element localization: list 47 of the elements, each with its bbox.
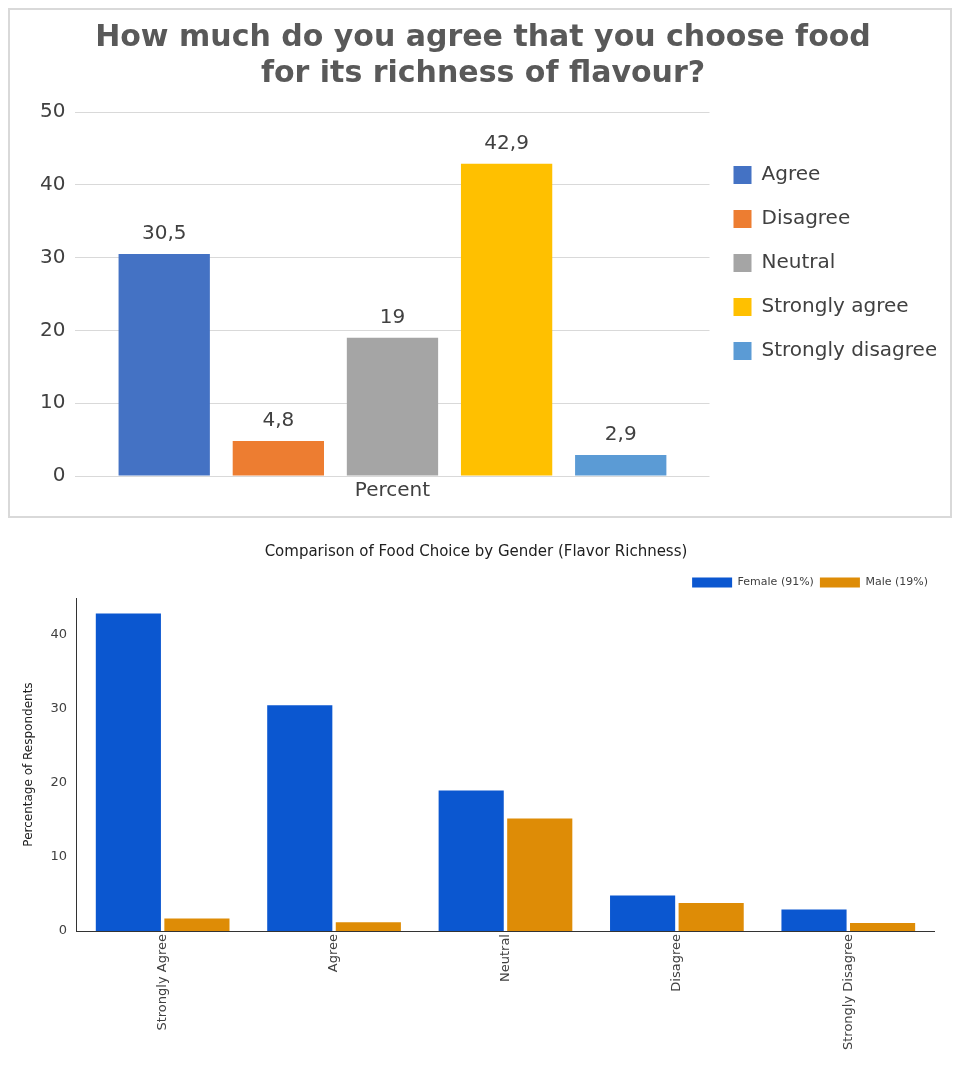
bar — [232, 441, 324, 476]
y-tick-label: 0 — [58, 922, 67, 938]
legend-label: Strongly disagree — [761, 337, 938, 362]
legend-label: Agree — [761, 161, 821, 186]
data-label: 19 — [379, 303, 406, 328]
bar — [781, 909, 847, 932]
chart-title: Comparison of Food Choice by Gender (Flavor Richness) — [264, 541, 688, 560]
data-label: 4,8 — [262, 407, 295, 432]
x-tick-label: Disagree — [668, 934, 684, 992]
bar — [610, 895, 676, 932]
bar — [95, 613, 161, 932]
y-tick-label: 20 — [50, 774, 67, 790]
bar — [678, 902, 744, 932]
bar — [335, 922, 401, 932]
x-tick-label: Percent — [354, 477, 431, 502]
bar — [267, 705, 333, 932]
bar — [118, 253, 210, 476]
legend-label: Female (91%) — [737, 575, 814, 589]
legend-label: Strongly agree — [761, 293, 909, 318]
bar — [850, 922, 916, 932]
bar — [507, 818, 573, 932]
legend-label: Neutral — [761, 249, 836, 274]
bar — [164, 918, 230, 932]
y-tick-label: 30 — [40, 243, 66, 268]
data-label: 30,5 — [141, 220, 187, 245]
chart-title: How much do you agree that you choose food for its richness of flavour? — [95, 17, 871, 89]
y-tick-label: 10 — [50, 848, 67, 864]
x-tick-label: Neutral — [496, 934, 512, 983]
x-tick-label: Agree — [325, 934, 341, 973]
y-tick-label: 40 — [40, 171, 66, 195]
data-label: 2,9 — [604, 421, 637, 446]
y-tick-label: 0 — [52, 462, 66, 487]
bar — [575, 454, 667, 476]
bar — [438, 790, 504, 932]
y-axis-title: Percentage of Respondents — [21, 682, 36, 847]
y-tick-label: 40 — [50, 626, 67, 642]
y-tick-label: 10 — [40, 389, 66, 414]
x-tick-label: Strongly Disagree — [839, 934, 855, 1051]
legend-label: Disagree — [761, 205, 851, 230]
bar — [460, 163, 553, 476]
y-tick-label: 20 — [40, 316, 66, 341]
x-tick-label: Strongly Agree — [154, 934, 170, 1031]
y-tick-label: 50 — [40, 98, 66, 123]
legend-label: Male (19%) — [865, 575, 929, 589]
y-tick-label: 30 — [50, 700, 67, 716]
data-label: 42,9 — [484, 129, 529, 154]
bar — [346, 337, 439, 476]
